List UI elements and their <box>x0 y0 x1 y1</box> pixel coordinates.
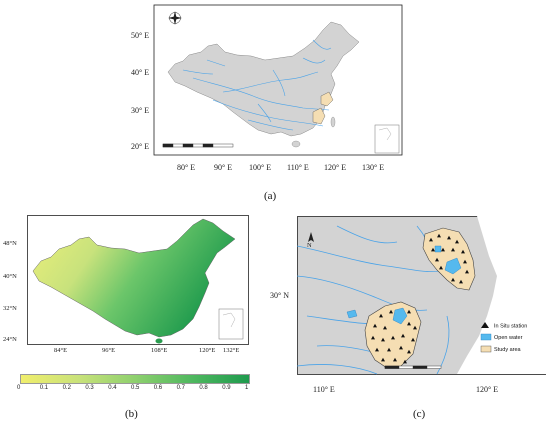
north-arrow-label-c: N <box>307 242 312 249</box>
lon-label: 84°E <box>54 347 68 354</box>
station-marker <box>399 345 403 350</box>
station-marker <box>455 239 459 244</box>
lat-label: 32°N <box>3 305 17 312</box>
study-area-south <box>364 301 422 369</box>
lon-label: 96°E <box>102 347 116 354</box>
colorbar-tick-label: 0.9 <box>222 385 231 391</box>
lon-label: 80° E <box>177 163 196 172</box>
colorbar-tick-label: 0 <box>17 385 21 391</box>
station-marker <box>375 347 379 352</box>
lon-label: 110° E <box>313 385 335 394</box>
lon-label: 120°E <box>199 347 216 354</box>
scale-bar-a <box>162 143 234 148</box>
station-marker <box>407 309 411 314</box>
station-marker <box>437 233 441 238</box>
colorbar-tick-label: 0.5 <box>131 385 140 391</box>
station-marker <box>373 323 377 328</box>
lon-label: 130° E <box>362 163 385 172</box>
station-marker <box>393 357 397 362</box>
station-marker <box>451 247 455 252</box>
scale-bar-c <box>384 365 442 369</box>
lat-label: 40° E <box>131 68 150 77</box>
station-marker <box>379 313 383 318</box>
study-area-north <box>422 227 476 291</box>
station-marker <box>401 333 405 338</box>
lat-label: 24°N <box>3 336 17 343</box>
station-marker <box>441 247 445 252</box>
caption-a: (a) <box>264 190 277 202</box>
lat-label: 50° E <box>131 31 150 40</box>
station-marker <box>459 279 463 284</box>
colorbar-tick-label: 0.1 <box>39 385 49 391</box>
legend-water-label: Open water <box>494 335 523 341</box>
panel-c-map: In Situ station Open water Study area <box>297 216 546 375</box>
colorbar-tick-label: 1 <box>245 385 249 391</box>
station-marker <box>403 359 407 364</box>
colorbar <box>20 374 250 384</box>
colorbar-tick-label: 0.2 <box>62 385 71 391</box>
station-marker <box>387 347 391 352</box>
open-water-taihu <box>444 257 462 275</box>
station-marker <box>435 257 439 262</box>
lon-label: 100° E <box>249 163 272 172</box>
lon-label: 120° E <box>324 163 347 172</box>
station-marker <box>391 335 395 340</box>
legend-c: In Situ station Open water Study area <box>480 322 527 353</box>
station-marker <box>411 337 415 342</box>
station-marker <box>389 309 393 314</box>
lon-label: 110° E <box>287 163 309 172</box>
study-area-swatch <box>480 345 492 353</box>
station-marker <box>429 237 433 242</box>
panel-b-map <box>27 215 249 345</box>
panel-b: 48°N 40°N 32°N 24°N 84°E 96°E 108°E 120°… <box>3 215 249 354</box>
lon-label: 108°E <box>151 347 168 354</box>
station-marker <box>431 247 435 252</box>
caption-c: (c) <box>413 408 426 420</box>
station-marker <box>413 325 417 330</box>
panel-a-map <box>153 4 403 156</box>
lon-label: 90° E <box>214 163 233 172</box>
station-marker <box>371 335 375 340</box>
lat-label: 20° E <box>131 142 150 151</box>
station-marker <box>465 269 469 274</box>
station-marker <box>381 357 385 362</box>
china-outline <box>167 21 360 137</box>
lon-label: 120° E <box>476 385 499 394</box>
colorbar-tick-label: 0.7 <box>176 385 185 391</box>
station-icon <box>481 322 489 328</box>
station-marker <box>463 259 467 264</box>
legend-study-label: Study area <box>494 347 522 353</box>
caption-b: (b) <box>125 408 138 420</box>
north-arrow-icon <box>308 232 314 242</box>
station-marker <box>439 265 443 270</box>
lat-label: 40°N <box>3 273 17 280</box>
colorbar-tick-label: 0.4 <box>108 385 117 391</box>
panel-a: N 50° E 40° E 30° E 20° E 80° E 90° E 10… <box>131 0 403 172</box>
study-area-a <box>312 107 326 125</box>
china-ndvi <box>32 218 236 338</box>
open-water-poyang <box>392 307 408 325</box>
station-marker <box>381 337 385 342</box>
colorbar-tick-label: 0.3 <box>85 385 94 391</box>
station-marker <box>461 249 465 254</box>
colorbar-tick-label: 0.6 <box>153 385 163 391</box>
station-marker <box>407 349 411 354</box>
lat-label: 48°N <box>3 240 17 247</box>
compass-rose-icon <box>168 11 182 25</box>
station-marker <box>447 235 451 240</box>
panel-c: In Situ station Open water Study area N <box>297 216 546 383</box>
south-china-sea-inset <box>374 124 400 154</box>
station-marker <box>451 277 455 282</box>
legend-station-label: In Situ station <box>494 324 527 330</box>
lat-label: 30° E <box>131 106 150 115</box>
station-marker <box>407 321 411 326</box>
lon-label: 132°E <box>223 347 240 354</box>
open-water-swatch <box>480 333 492 341</box>
lat-label: 30° N <box>270 291 289 300</box>
colorbar-tick-label: 0.8 <box>199 385 208 391</box>
station-marker <box>383 325 387 330</box>
